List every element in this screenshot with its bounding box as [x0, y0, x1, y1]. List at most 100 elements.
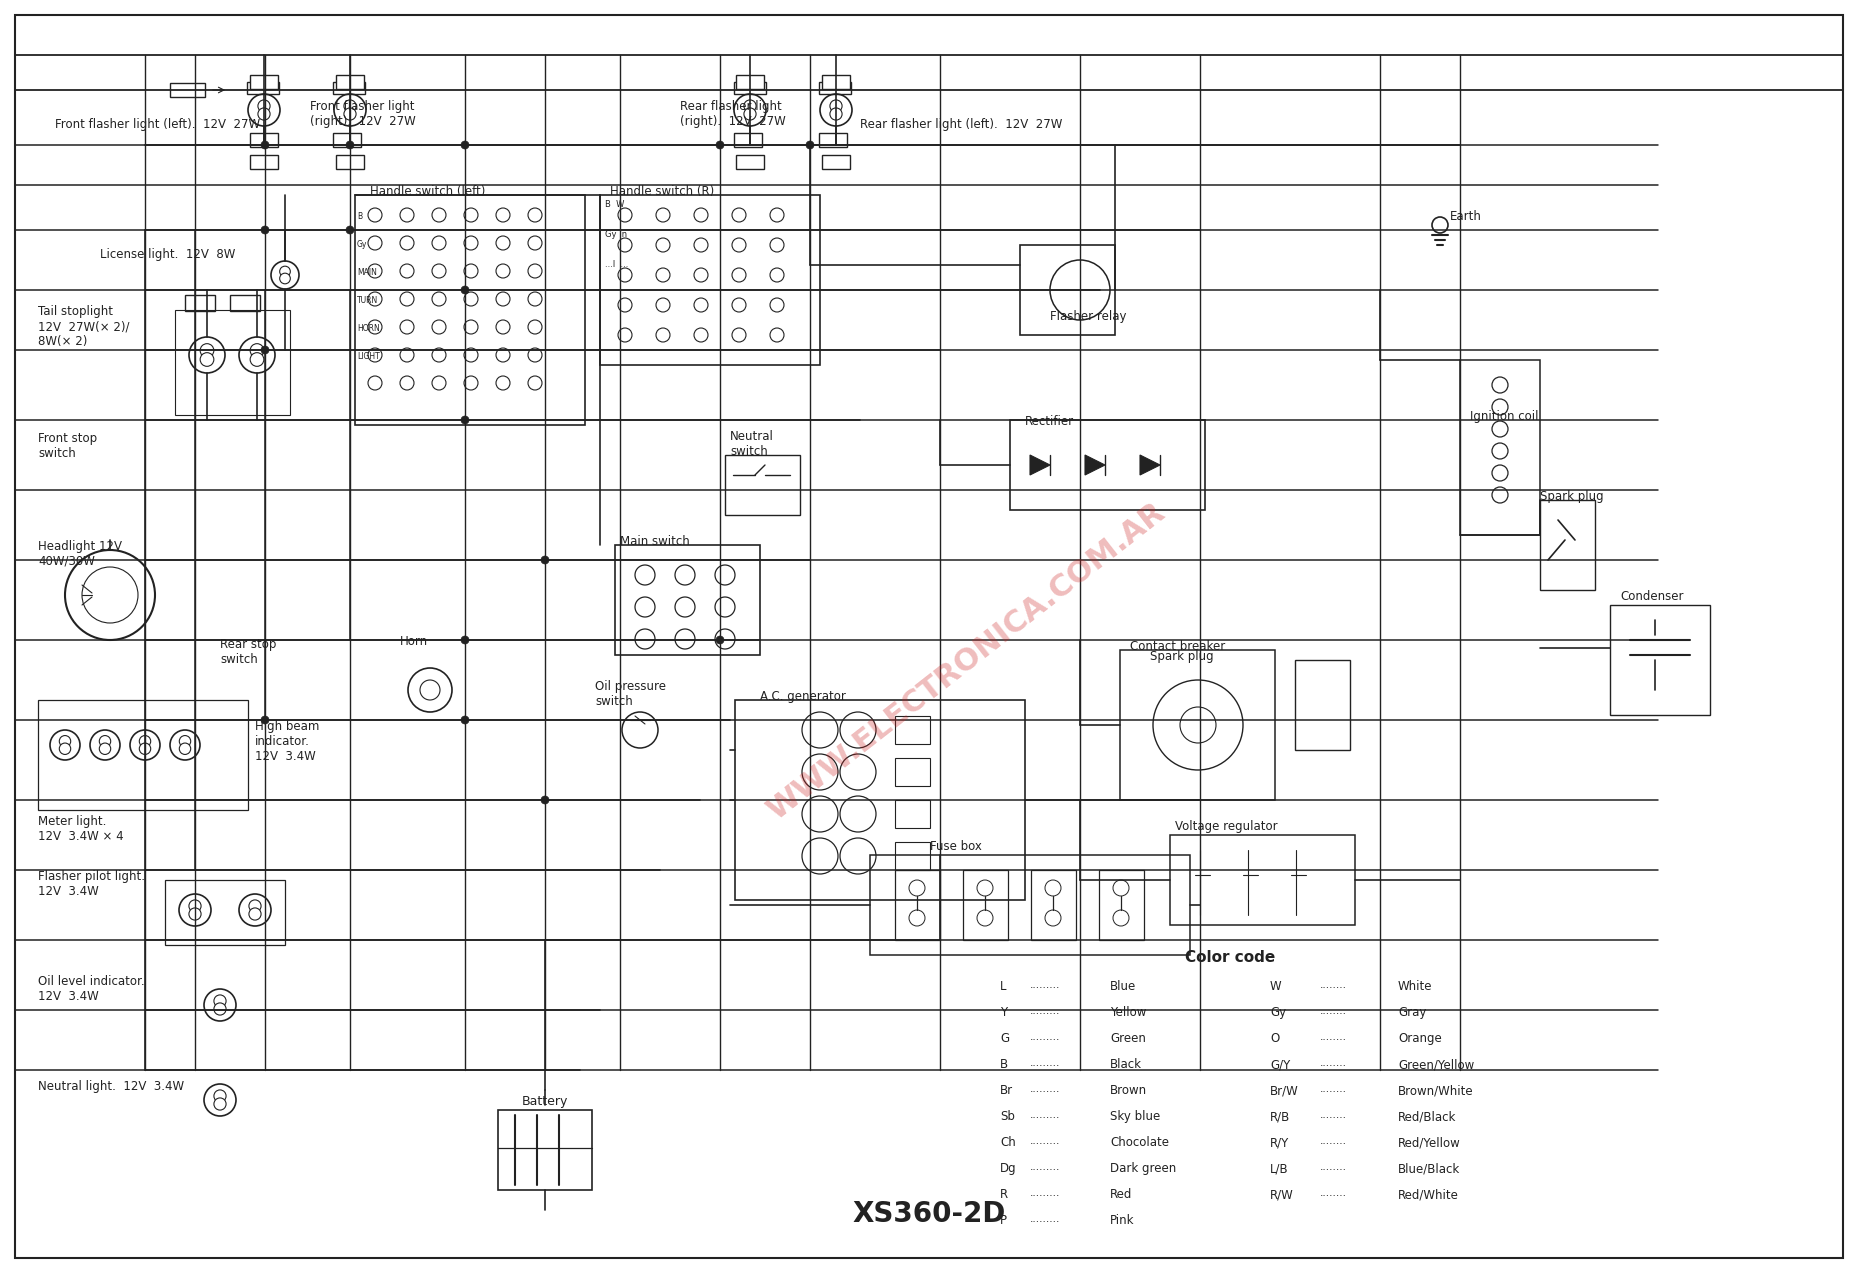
Circle shape: [715, 141, 724, 149]
Text: Rectifier: Rectifier: [1025, 415, 1073, 428]
Text: R: R: [999, 1188, 1008, 1200]
Text: ........: ........: [1318, 1188, 1346, 1198]
Circle shape: [1179, 707, 1214, 743]
Text: Gy  n: Gy n: [605, 230, 628, 239]
Circle shape: [618, 269, 631, 283]
Text: P: P: [999, 1214, 1006, 1227]
Bar: [336, 75, 364, 89]
Circle shape: [139, 736, 150, 747]
Text: HORN: HORN: [357, 325, 379, 334]
Circle shape: [204, 1085, 236, 1116]
Circle shape: [819, 94, 852, 126]
Text: Gray: Gray: [1396, 1006, 1426, 1018]
Circle shape: [674, 597, 695, 617]
Circle shape: [618, 238, 631, 252]
Circle shape: [1049, 260, 1109, 320]
Circle shape: [527, 348, 542, 362]
Text: L/B: L/B: [1270, 1162, 1289, 1175]
Circle shape: [260, 346, 269, 354]
Circle shape: [635, 629, 656, 649]
Circle shape: [260, 227, 269, 234]
Circle shape: [169, 729, 201, 760]
Circle shape: [247, 94, 280, 126]
Text: Meter light.
12V  3.4W × 4: Meter light. 12V 3.4W × 4: [37, 815, 124, 843]
Bar: [332, 132, 360, 146]
Circle shape: [1112, 880, 1129, 896]
Text: O: O: [1270, 1032, 1279, 1045]
Text: Green: Green: [1109, 1032, 1146, 1045]
Bar: [1170, 835, 1354, 925]
Circle shape: [496, 348, 509, 362]
Circle shape: [89, 729, 121, 760]
Text: Voltage regulator: Voltage regulator: [1174, 820, 1278, 833]
Circle shape: [830, 99, 841, 112]
Bar: [735, 155, 763, 169]
Circle shape: [409, 668, 451, 712]
Circle shape: [656, 207, 670, 222]
Text: Yellow: Yellow: [1109, 1006, 1146, 1018]
Circle shape: [734, 94, 765, 126]
Circle shape: [715, 597, 735, 617]
Circle shape: [802, 712, 838, 749]
Circle shape: [732, 328, 747, 342]
Circle shape: [50, 729, 80, 760]
Text: TURN: TURN: [357, 297, 379, 306]
Bar: [498, 1110, 592, 1190]
Circle shape: [839, 754, 875, 791]
Text: .........: .........: [1029, 1085, 1060, 1094]
Circle shape: [178, 894, 212, 925]
Circle shape: [399, 320, 414, 334]
Text: Flasher relay: Flasher relay: [1049, 311, 1125, 323]
Circle shape: [204, 989, 236, 1021]
Circle shape: [464, 376, 477, 390]
Circle shape: [189, 900, 201, 911]
Circle shape: [732, 238, 747, 252]
Circle shape: [695, 298, 708, 312]
Circle shape: [433, 376, 446, 390]
Circle shape: [618, 298, 631, 312]
Bar: [895, 757, 930, 785]
Circle shape: [240, 894, 271, 925]
Bar: [169, 83, 204, 97]
Text: G/Y: G/Y: [1270, 1058, 1289, 1071]
Text: ........: ........: [1318, 1136, 1346, 1146]
Circle shape: [769, 238, 784, 252]
Text: Rear flasher light
(right).  12V  27W: Rear flasher light (right). 12V 27W: [680, 101, 786, 129]
Circle shape: [732, 207, 747, 222]
Circle shape: [695, 238, 708, 252]
Circle shape: [98, 736, 111, 747]
Text: Blue/Black: Blue/Black: [1396, 1162, 1460, 1175]
Text: Ignition coil: Ignition coil: [1469, 410, 1538, 423]
Bar: [251, 132, 279, 146]
Text: Main switch: Main switch: [620, 535, 689, 547]
Circle shape: [345, 227, 355, 234]
Circle shape: [618, 328, 631, 342]
Circle shape: [189, 908, 201, 920]
Circle shape: [399, 207, 414, 222]
Bar: [615, 545, 760, 656]
Text: B: B: [357, 213, 362, 222]
Circle shape: [98, 743, 111, 755]
Text: A.C. generator: A.C. generator: [760, 690, 845, 703]
Circle shape: [908, 910, 925, 925]
Text: Tail stoplight
12V  27W(× 2)/
8W(× 2): Tail stoplight 12V 27W(× 2)/ 8W(× 2): [37, 306, 130, 348]
Circle shape: [399, 292, 414, 306]
Circle shape: [527, 207, 542, 222]
Circle shape: [496, 264, 509, 278]
Text: .........: .........: [1029, 1162, 1060, 1172]
Circle shape: [433, 264, 446, 278]
Text: ........: ........: [1318, 1110, 1346, 1120]
Circle shape: [695, 269, 708, 283]
Circle shape: [635, 565, 656, 586]
Circle shape: [65, 550, 154, 640]
Text: Front stop
switch: Front stop switch: [37, 432, 97, 460]
Circle shape: [249, 900, 262, 911]
Text: Color code: Color code: [1185, 950, 1274, 965]
Text: Battery: Battery: [522, 1095, 568, 1108]
Circle shape: [1044, 880, 1060, 896]
Text: Sb: Sb: [999, 1110, 1014, 1123]
Circle shape: [1044, 910, 1060, 925]
Circle shape: [345, 141, 355, 149]
Bar: [600, 195, 819, 365]
Bar: [734, 132, 761, 146]
